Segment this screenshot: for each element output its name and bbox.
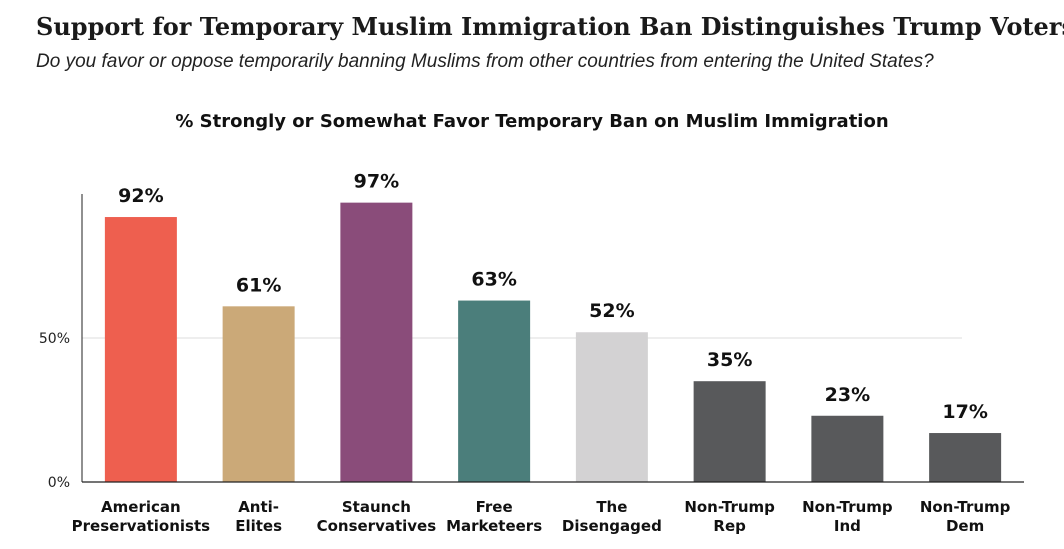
category-label: Rep xyxy=(713,517,746,535)
category-label: Dem xyxy=(946,517,984,535)
data-label: 97% xyxy=(354,171,399,193)
category-label: Marketeers xyxy=(446,517,542,535)
data-label: 61% xyxy=(236,274,281,296)
data-label: 17% xyxy=(942,401,987,423)
bar xyxy=(575,332,648,482)
bar xyxy=(811,415,884,482)
bar xyxy=(929,433,1002,482)
page-subtitle: Do you favor or oppose temporarily banni… xyxy=(36,51,934,72)
data-label: 63% xyxy=(471,269,516,291)
bar xyxy=(222,306,295,482)
category-label: Non-Trump xyxy=(684,498,775,516)
category-label: Anti- xyxy=(238,498,279,516)
category-label: Elites xyxy=(235,517,282,535)
data-label: 92% xyxy=(118,185,163,207)
bar xyxy=(104,217,177,483)
category-label: Ind xyxy=(834,517,861,535)
category-label: American xyxy=(101,498,181,516)
y-tick-label: 50% xyxy=(39,331,70,347)
page-title: Support for Temporary Muslim Immigration… xyxy=(36,12,1064,41)
category-label: Free xyxy=(476,498,513,516)
category-label: Conservatives xyxy=(317,517,437,535)
bar xyxy=(693,381,766,482)
data-label: 35% xyxy=(707,349,752,371)
category-label: The xyxy=(596,498,627,516)
category-label: Non-Trump xyxy=(920,498,1011,516)
category-label: Preservationists xyxy=(72,517,210,535)
bar xyxy=(340,202,413,482)
bar xyxy=(458,300,531,482)
y-tick-label: 0% xyxy=(48,475,70,491)
category-label: Disengaged xyxy=(562,517,662,535)
chart-title: % Strongly or Somewhat Favor Temporary B… xyxy=(175,111,889,132)
data-label: 52% xyxy=(589,300,634,322)
category-label: Staunch xyxy=(342,498,411,516)
category-label: Non-Trump xyxy=(802,498,893,516)
data-label: 23% xyxy=(825,384,870,406)
